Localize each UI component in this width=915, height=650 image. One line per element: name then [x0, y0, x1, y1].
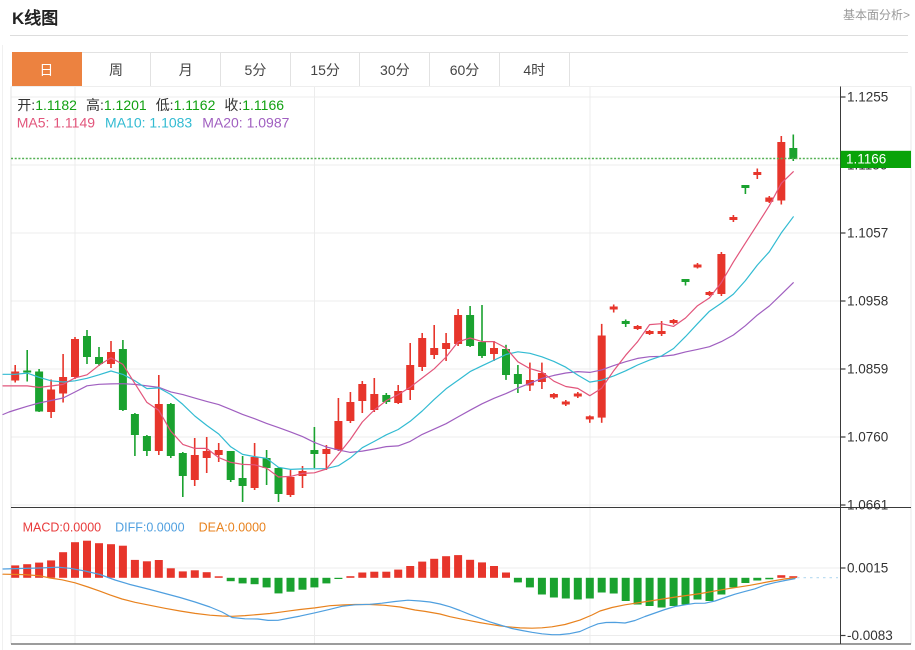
- svg-text:1.0661: 1.0661: [847, 498, 888, 513]
- svg-text:1.0760: 1.0760: [847, 430, 888, 445]
- svg-text:1.0958: 1.0958: [847, 294, 888, 309]
- svg-text:1.1255: 1.1255: [847, 90, 888, 105]
- svg-text:1.1057: 1.1057: [847, 226, 888, 241]
- svg-text:1.1166: 1.1166: [846, 151, 886, 166]
- svg-text:1.0859: 1.0859: [847, 362, 888, 377]
- svg-text:-0.0083: -0.0083: [847, 628, 893, 643]
- svg-text:0.0015: 0.0015: [847, 561, 888, 576]
